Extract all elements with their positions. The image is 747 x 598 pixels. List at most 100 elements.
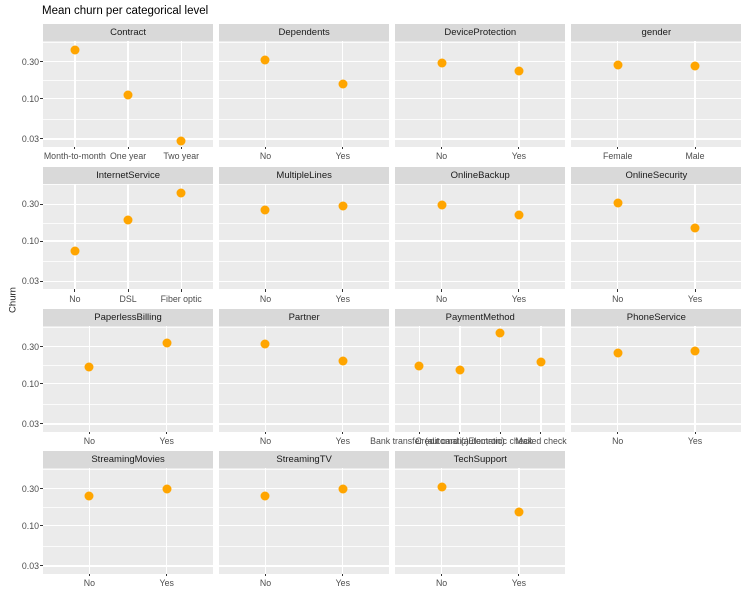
major-gridline-vertical	[342, 41, 344, 147]
data-point	[514, 210, 524, 220]
facet-strip: Dependents	[219, 24, 390, 41]
minor-gridline	[571, 118, 742, 120]
major-gridline-vertical	[264, 183, 267, 290]
y-tick-label: 0.10	[21, 93, 39, 104]
data-point	[176, 136, 186, 146]
x-tick-label: DSL	[119, 293, 137, 304]
y-tick-label: 0.03	[21, 133, 39, 144]
facet-strip-label: StreamingTV	[276, 454, 332, 465]
facet-MultipleLines: MultipleLines No Yes	[219, 166, 390, 314]
minor-gridline	[219, 468, 390, 470]
x-tick-mark	[342, 289, 344, 292]
data-point	[338, 201, 348, 211]
data-point	[613, 60, 623, 70]
facet-Dependents: Dependents No Yes	[219, 24, 390, 171]
x-tick-mark	[127, 289, 129, 292]
minor-gridline	[395, 507, 566, 508]
data-point	[690, 223, 700, 233]
data-point	[455, 365, 465, 375]
minor-gridline	[571, 261, 742, 262]
x-tick-label: No	[435, 293, 448, 304]
data-point	[162, 484, 172, 494]
major-gridline-vertical	[342, 468, 344, 574]
x-tick-label: Female	[603, 151, 633, 162]
major-gridline-vertical	[616, 326, 619, 432]
major-gridline-vertical	[74, 183, 76, 290]
major-gridline-vertical	[499, 326, 502, 432]
minor-gridline	[395, 222, 566, 224]
x-tick-mark	[342, 146, 344, 150]
minor-gridline	[395, 365, 566, 366]
x-tick-mark	[88, 573, 90, 577]
x-tick-label: No	[83, 436, 96, 447]
major-gridline	[395, 61, 566, 63]
major-gridline	[219, 423, 390, 425]
facet-strip-label: TechSupport	[453, 454, 507, 465]
major-gridline-vertical	[616, 41, 619, 147]
major-gridline-vertical	[540, 326, 542, 432]
y-tick-mark	[40, 61, 43, 63]
x-tick-label: Yes	[687, 436, 703, 447]
x-tick-label: Yes	[687, 293, 703, 304]
facet-panel	[395, 468, 566, 574]
x-tick-label: Yes	[511, 151, 527, 162]
minor-gridline	[219, 507, 390, 508]
x-tick-label: No	[612, 436, 624, 447]
minor-gridline	[395, 80, 566, 81]
x-tick-label: Yes	[335, 578, 350, 589]
major-gridline-vertical	[264, 41, 267, 147]
x-tick-label: No	[259, 578, 272, 589]
x-tick-mark	[441, 146, 443, 150]
major-gridline	[571, 138, 742, 140]
data-point	[613, 198, 623, 208]
x-tick-mark	[180, 289, 182, 292]
minor-gridline	[219, 403, 390, 405]
major-gridline	[571, 280, 742, 283]
x-tick-mark	[694, 146, 696, 150]
x-tick-mark	[518, 146, 520, 150]
x-tick-label: Male	[685, 151, 705, 162]
facet-strip: Contract	[43, 24, 214, 41]
x-tick-label: No	[435, 578, 448, 589]
y-tick-mark	[40, 488, 43, 490]
facet-strip: DeviceProtection	[395, 24, 566, 41]
major-gridline	[571, 61, 742, 63]
facet-strip: PaperlessBilling	[43, 309, 214, 326]
x-tick-mark	[694, 431, 696, 435]
facet-Partner: Partner No Yes	[219, 309, 390, 456]
data-point	[437, 200, 447, 210]
major-gridline-vertical	[180, 41, 182, 147]
data-point	[176, 188, 186, 198]
major-gridline	[571, 240, 742, 242]
minor-gridline	[43, 403, 214, 405]
data-point	[495, 328, 505, 338]
x-tick-label: No	[69, 293, 81, 304]
facet-strip-label: Dependents	[278, 27, 330, 38]
major-gridline	[43, 423, 214, 425]
x-tick-label: Yes	[511, 578, 527, 589]
major-gridline	[219, 280, 390, 283]
minor-gridline	[395, 41, 566, 43]
y-tick-label: 0.03	[21, 276, 39, 287]
major-gridline-vertical	[180, 183, 182, 290]
x-tick-mark	[264, 289, 266, 292]
major-gridline-vertical	[518, 183, 520, 290]
minor-gridline	[219, 184, 390, 185]
major-gridline	[219, 97, 390, 100]
facet-PaymentMethod: PaymentMethod Bank transfer (automatic) Cr…	[370, 309, 567, 456]
x-tick-label: Mailed check	[515, 436, 567, 447]
x-tick-label: No	[259, 151, 272, 162]
y-tick-mark	[40, 203, 43, 205]
data-point	[70, 246, 80, 256]
major-gridline-vertical	[166, 326, 168, 432]
major-gridline-vertical	[127, 183, 129, 290]
y-tick-label: 0.10	[21, 378, 39, 389]
x-tick-label: Yes	[159, 436, 174, 447]
facet-strip: InternetService	[43, 166, 214, 184]
facet-strip-label: gender	[641, 27, 672, 38]
x-tick-label: Electronic check	[468, 436, 533, 447]
x-tick-mark	[499, 431, 501, 435]
x-tick-mark	[441, 289, 443, 292]
minor-gridline	[571, 222, 742, 224]
minor-gridline	[395, 184, 566, 185]
